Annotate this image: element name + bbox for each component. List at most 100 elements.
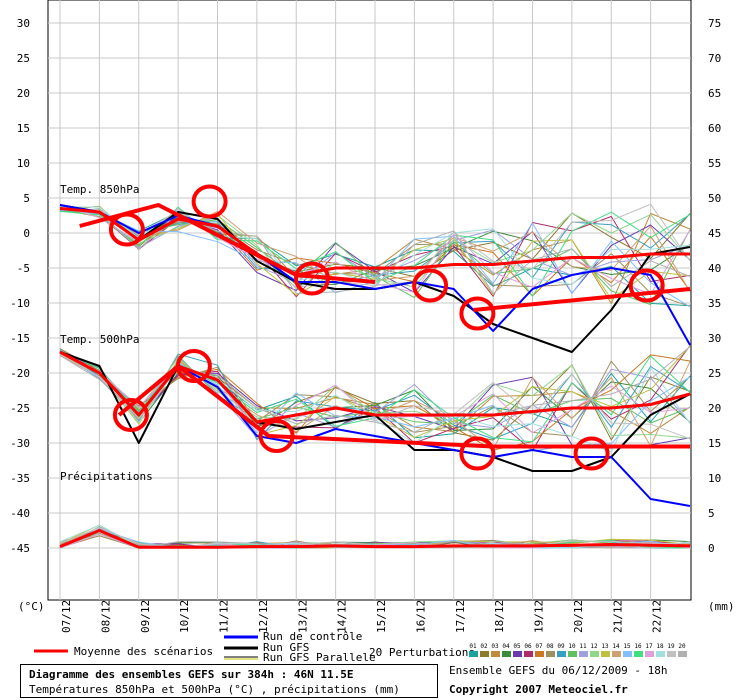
annotation-circle xyxy=(191,184,228,219)
right-tick-label: 0 xyxy=(708,542,715,555)
left-tick-label: -40 xyxy=(10,507,30,520)
x-tick-label: 12/12 xyxy=(257,600,270,633)
x-tick-label: 17/12 xyxy=(454,600,467,633)
perturbation-swatch xyxy=(469,651,478,657)
perturbation-number: 05 xyxy=(513,643,521,650)
x-tick-label: 07/12 xyxy=(60,600,73,633)
perturbation-number: 02 xyxy=(480,643,488,650)
right-tick-label: 20 xyxy=(708,402,721,415)
annotation-circle xyxy=(412,268,449,303)
perturbation-number: 15 xyxy=(623,643,631,650)
right-tick-label: 25 xyxy=(708,367,721,380)
x-tick-label: 21/12 xyxy=(611,600,624,633)
right-tick-label: 5 xyxy=(708,507,715,520)
perturbation-swatch xyxy=(480,651,489,657)
left-axis-unit: (°C) xyxy=(18,600,45,613)
perturbation-number: 07 xyxy=(535,643,543,650)
left-tick-label: -30 xyxy=(10,437,30,450)
x-tick-label: 10/12 xyxy=(178,600,191,633)
x-tick-label: 16/12 xyxy=(414,600,427,633)
x-tick-label: 20/12 xyxy=(572,600,585,633)
perturbation-swatch xyxy=(502,651,511,657)
right-tick-label: 55 xyxy=(708,157,721,170)
right-tick-label: 15 xyxy=(708,437,721,450)
perturbation-number: 08 xyxy=(546,643,554,650)
perturbation-swatch xyxy=(524,651,533,657)
left-tick-label: 30 xyxy=(17,17,30,30)
perturbation-swatch xyxy=(535,651,544,657)
perturbation-number: 11 xyxy=(579,643,587,650)
left-axis-ticks: 30 25 20 15 10 5 0 -5 -10 -15 -20 -25 -30 -35 -40 -45 xyxy=(10,17,30,555)
right-tick-label: 75 xyxy=(708,17,721,30)
left-tick-label: -35 xyxy=(10,472,30,485)
perturbation-swatch xyxy=(568,651,577,657)
x-tick-label: 18/12 xyxy=(493,600,506,633)
perturbation-number: 06 xyxy=(524,643,532,650)
x-tick-label: 08/12 xyxy=(99,600,112,633)
perturbation-swatch xyxy=(678,651,687,657)
perturbation-number: 13 xyxy=(601,643,609,650)
perturbation-swatch xyxy=(491,651,500,657)
perturbation-number: 04 xyxy=(502,643,510,650)
chart-title: Diagramme des ensembles GEFS sur 384h : … xyxy=(29,668,354,681)
legend-moyenne-label: Moyenne des scénarios xyxy=(74,645,213,658)
perturbation-swatch xyxy=(590,651,599,657)
perturbation-line xyxy=(59,203,691,288)
annotation-circle xyxy=(258,419,295,453)
moyenne-line xyxy=(59,350,691,424)
annotation-circle xyxy=(175,349,212,383)
perturbation-number: 19 xyxy=(667,643,675,650)
panel-label-precip: Précipitations xyxy=(60,470,153,483)
panel-label-500: Temp. 500hPa xyxy=(60,333,139,346)
perturbation-swatch xyxy=(623,651,632,657)
perturbation-number: 18 xyxy=(656,643,664,650)
right-tick-label: 40 xyxy=(708,262,721,275)
ensemble-run-label: Ensemble GEFS du 06/12/2009 - 18h xyxy=(449,664,668,677)
perturbation-swatch xyxy=(557,651,566,657)
left-tick-label: 15 xyxy=(17,122,30,135)
perturbation-swatch xyxy=(513,651,522,657)
perturbation-swatch xyxy=(634,651,643,657)
x-tick-label: 19/12 xyxy=(533,600,546,633)
left-tick-label: 10 xyxy=(17,157,30,170)
x-tick-label: 14/12 xyxy=(336,600,349,633)
annotation-circle xyxy=(459,436,496,471)
perturbation-number: 03 xyxy=(491,643,499,650)
annotation-circle xyxy=(573,436,610,471)
x-axis-ticks: 07/12 08/12 09/12 10/12 11/12 12/12 13/12 14/12… xyxy=(60,600,664,633)
perturbation-swatches: 01 02 03 04 05 06 07 08 09 10 11 12 13 14 15 16 17 18 19 20 xyxy=(469,643,687,657)
x-tick-label: 22/12 xyxy=(651,600,664,633)
x-tick-label: 09/12 xyxy=(139,600,152,633)
perturbation-number: 16 xyxy=(634,643,642,650)
x-tick-label: 11/12 xyxy=(218,600,231,633)
annotation-line xyxy=(117,364,690,449)
chart-title-box: Diagramme des ensembles GEFS sur 384h : … xyxy=(20,664,438,698)
perturbation-swatch xyxy=(601,651,610,657)
right-tick-label: 30 xyxy=(708,332,721,345)
annotation-circle xyxy=(294,261,330,296)
perturbation-number: 01 xyxy=(469,643,477,650)
perturbation-swatch xyxy=(645,651,654,657)
panel-label-850: Temp. 850hPa xyxy=(60,183,139,196)
perturbation-line xyxy=(59,205,691,294)
left-tick-label: 25 xyxy=(17,52,30,65)
right-tick-label: 70 xyxy=(708,52,721,65)
perturbation-swatch xyxy=(656,651,665,657)
right-tick-label: 60 xyxy=(708,122,721,135)
perturbation-number: 14 xyxy=(612,643,620,650)
left-tick-label: -10 xyxy=(10,297,30,310)
legend-perturbations-label: 20 Perturbations xyxy=(369,646,475,659)
perturbation-swatch xyxy=(667,651,676,657)
annotation-circle xyxy=(628,268,665,303)
left-tick-label: 20 xyxy=(17,87,30,100)
perturbation-number: 17 xyxy=(645,643,653,650)
left-tick-label: -45 xyxy=(10,542,30,555)
right-tick-label: 10 xyxy=(708,472,721,485)
right-tick-label: 45 xyxy=(708,227,721,240)
perturbation-number: 12 xyxy=(590,643,598,650)
moyenne-line xyxy=(59,207,690,277)
right-tick-label: 65 xyxy=(708,87,721,100)
perturbation-number: 10 xyxy=(568,643,576,650)
legend-gfs-label: Run GFS xyxy=(263,641,309,654)
